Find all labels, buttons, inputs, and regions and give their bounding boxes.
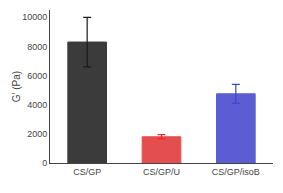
svg-text:G’ (Pa): G’ (Pa) — [11, 71, 22, 102]
svg-text:8000: 8000 — [27, 42, 47, 52]
svg-text:CS/GP: CS/GP — [73, 167, 101, 177]
svg-text:6000: 6000 — [27, 71, 47, 81]
svg-text:0: 0 — [42, 158, 47, 168]
svg-text:CS/GP/U: CS/GP/U — [143, 167, 180, 177]
svg-text:10000: 10000 — [22, 12, 47, 22]
svg-text:CS/GP/isoB: CS/GP/isoB — [212, 167, 260, 177]
svg-text:4000: 4000 — [27, 100, 47, 110]
svg-text:2000: 2000 — [27, 129, 47, 139]
